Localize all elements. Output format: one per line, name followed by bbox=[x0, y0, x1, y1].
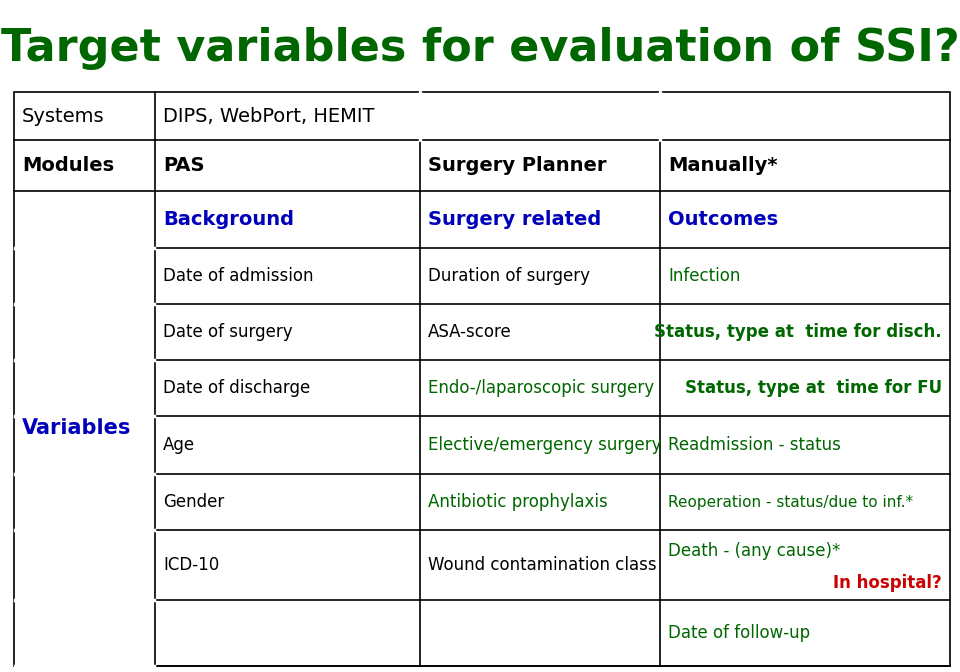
Text: Date of discharge: Date of discharge bbox=[163, 379, 310, 397]
Text: Age: Age bbox=[163, 436, 195, 454]
Text: Death - (any cause)*: Death - (any cause)* bbox=[668, 542, 840, 560]
Text: Manually*: Manually* bbox=[668, 156, 778, 175]
Text: Systems: Systems bbox=[22, 106, 105, 126]
Text: PAS: PAS bbox=[163, 156, 204, 175]
Text: Surgery Planner: Surgery Planner bbox=[428, 156, 607, 175]
Bar bbox=[14, 92, 950, 666]
Text: Duration of surgery: Duration of surgery bbox=[428, 267, 590, 285]
Text: Wound contamination class: Wound contamination class bbox=[428, 556, 657, 574]
Text: In hospital?: In hospital? bbox=[833, 574, 942, 592]
Text: Status, type at  time for FU: Status, type at time for FU bbox=[684, 379, 942, 397]
Text: Modules: Modules bbox=[22, 156, 114, 175]
Text: Gender: Gender bbox=[163, 493, 225, 511]
Text: Date of surgery: Date of surgery bbox=[163, 323, 293, 341]
Text: Readmission - status: Readmission - status bbox=[668, 436, 841, 454]
Text: ASA-score: ASA-score bbox=[428, 323, 512, 341]
Text: Reoperation - status/due to inf.*: Reoperation - status/due to inf.* bbox=[668, 495, 913, 509]
Text: Elective/emergency surgery: Elective/emergency surgery bbox=[428, 436, 661, 454]
Text: Status, type at  time for disch.: Status, type at time for disch. bbox=[655, 323, 942, 341]
Text: Date of follow-up: Date of follow-up bbox=[668, 624, 810, 642]
Text: ICD-10: ICD-10 bbox=[163, 556, 219, 574]
Text: Infection: Infection bbox=[668, 267, 740, 285]
Text: Variables: Variables bbox=[22, 419, 132, 439]
Text: Background: Background bbox=[163, 210, 294, 229]
Text: DIPS, WebPort, HEMIT: DIPS, WebPort, HEMIT bbox=[163, 106, 374, 126]
Text: Outcomes: Outcomes bbox=[668, 210, 779, 229]
Text: Date of admission: Date of admission bbox=[163, 267, 314, 285]
Text: Antibiotic prophylaxis: Antibiotic prophylaxis bbox=[428, 493, 608, 511]
Text: Endo-/laparoscopic surgery: Endo-/laparoscopic surgery bbox=[428, 379, 654, 397]
Text: Target variables for evaluation of SSI?: Target variables for evaluation of SSI? bbox=[1, 26, 959, 69]
Text: Surgery related: Surgery related bbox=[428, 210, 601, 229]
